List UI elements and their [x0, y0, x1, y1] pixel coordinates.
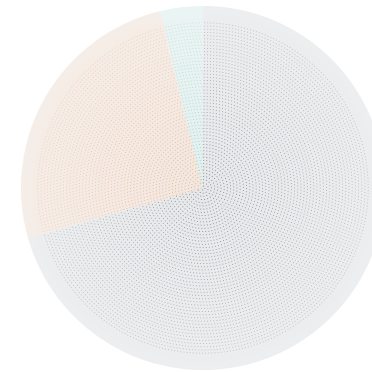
pie-rim	[21, 6, 372, 370]
